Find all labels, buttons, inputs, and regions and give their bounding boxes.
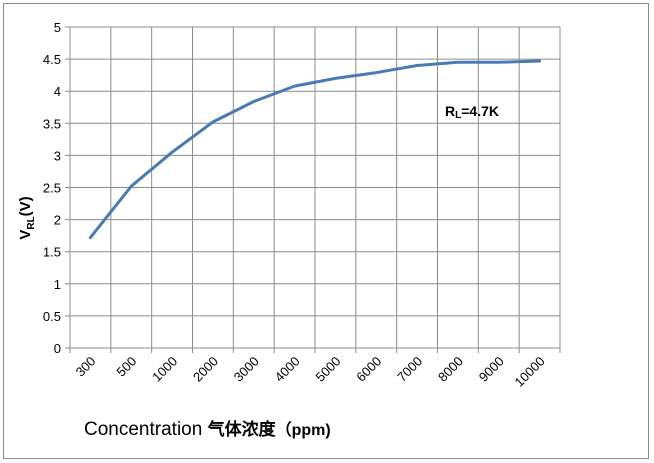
x-tick-labels: 300 500 1000 2000 3000 4000 5000 6000 7000 8000 90… [73, 354, 548, 390]
x-axis-label-unit: （ppm) [275, 422, 331, 439]
load-resistance-annotation: RL=4.7K [445, 103, 499, 121]
x-tick-label: 5000 [312, 354, 343, 385]
x-tick-label: 2000 [190, 354, 221, 385]
y-tick-label: 1 [54, 277, 61, 292]
x-tick-label: 8000 [435, 354, 466, 385]
y-axis-label: VRL(V) [17, 196, 37, 239]
y-tick-label: 3.5 [43, 116, 61, 131]
y-tick-label: 2.5 [43, 181, 61, 196]
y-tick-label: 0.5 [43, 309, 61, 324]
x-tick-label: 10000 [512, 354, 548, 390]
x-tick-label: 9000 [476, 354, 507, 385]
y-tick-label: 2 [54, 213, 61, 228]
x-tick-label: 300 [73, 354, 99, 380]
x-axis-label-text: Concentration [84, 419, 203, 440]
grid-layer [69, 26, 561, 348]
x-tick-label: 1000 [149, 354, 180, 385]
y-tick-label: 1.5 [43, 245, 61, 260]
x-axis-label-chinese: 气体浓度 [207, 420, 276, 440]
y-tick-label: 4 [54, 84, 61, 99]
y-tick-label: 4.5 [43, 52, 61, 67]
series-line [88, 59, 542, 240]
x-axis-label: Concentration 气体浓度（ppm) [84, 415, 331, 441]
y-tick-label: 0 [54, 341, 61, 356]
series-layer [88, 59, 542, 240]
y-tick-label: 5 [54, 20, 61, 35]
x-tick-label: 7000 [394, 354, 425, 385]
x-tick-label: 6000 [353, 354, 384, 385]
axis-layer [65, 26, 561, 353]
x-tick-label: 4000 [272, 354, 303, 385]
y-tick-label: 3 [54, 148, 61, 163]
y-tick-labels: 0 0.5 1 1.5 2 2.5 3 3.5 4 4.5 5 [43, 20, 61, 356]
x-tick-label: 500 [113, 354, 139, 380]
x-tick-label: 3000 [231, 354, 262, 385]
